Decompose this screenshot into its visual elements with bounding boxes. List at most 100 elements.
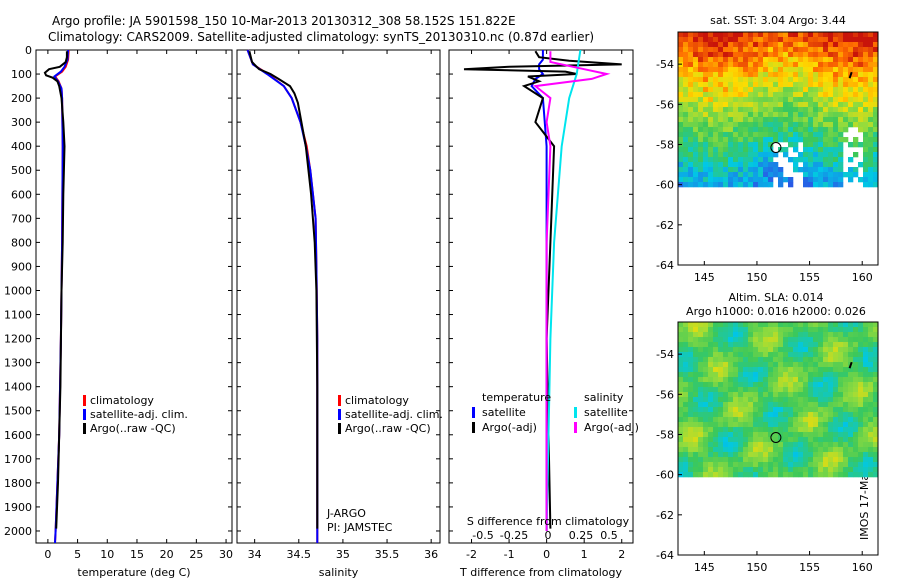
diff-legend-label: satellite [482,406,526,419]
temperature-legend-swatch [83,423,86,434]
x-tick-label-differences: -2 [466,548,477,561]
diff-legend-swatch [472,422,475,433]
diff-top-tick-label: -0.5 [472,529,493,542]
diff-legend-swatch [574,422,577,433]
plot-frame-temperature [35,49,233,544]
temperature-legend-label: climatology [90,394,154,407]
x-axis-label-temperature: temperature (deg C) [77,566,190,579]
x-tick-label-differences: 1 [581,548,588,561]
plot-frame-differences [448,49,634,544]
x-tick-label-salinity: 35.5 [375,548,400,561]
temperature-legend-label: satellite-adj. clim. [90,408,188,421]
argo-position-marker [770,431,782,443]
depth-tick-label: 1000 [4,284,32,297]
coast-fragment [848,361,853,369]
series-line-salinity-argo-adj- [532,51,611,531]
map-lon-tick-label: 160 [852,271,873,284]
depth-tick-label: 700 [11,212,32,225]
diff-top-axis-label: S difference from climatology [467,515,630,528]
x-axis-label-differences: T difference from climatology [459,566,622,579]
map-field-sla-map [678,322,879,478]
sla-map-subtitle: Argo h1000: 0.016 h2000: 0.026 [686,305,866,318]
map-lon-tick-label: 160 [852,561,873,574]
map-lat-tick-label: -64 [656,259,674,272]
map-lat-tick-label: -58 [656,428,674,441]
depth-tick-label: 100 [11,68,32,81]
sla-map-title: Altim. SLA: 0.014 [728,291,823,304]
map-lat-tick-label: -58 [656,138,674,151]
map-lon-tick-label: 145 [694,561,715,574]
x-tick-label-temperature: 0 [44,548,51,561]
map-lon-tick-label: 155 [799,561,820,574]
map-lat-tick-label: -64 [656,549,674,562]
depth-tick-label: 1400 [4,381,32,394]
diff-legend-header-salinity: salinity [584,391,624,404]
salinity-legend-label: satellite-adj. clim. [345,408,443,421]
map-lat-tick-label: -62 [656,509,674,522]
annotation-program: J-ARGO [326,507,366,520]
x-tick-label-salinity: 35 [336,548,350,561]
depth-tick-label: 900 [11,260,32,273]
map-lat-tick-label: -62 [656,219,674,232]
depth-tick-label: 800 [11,236,32,249]
temperature-legend-label: Argo(..raw -QC) [90,422,176,435]
diff-top-tick-label: 0 [545,529,552,542]
x-tick-label-temperature: 5 [74,548,81,561]
depth-tick-label: 1600 [4,429,32,442]
argo-position-marker [770,141,782,153]
map-frame-sst-map [677,31,879,266]
series-line-argo-raw-qc- [43,51,68,529]
map-field-sst-map [678,32,879,188]
diff-legend-swatch [472,407,475,418]
diff-legend-swatch [574,407,577,418]
depth-tick-label: 500 [11,164,32,177]
salinity-legend-swatch [338,423,341,434]
depth-tick-label: 400 [11,140,32,153]
map-lon-tick-label: 155 [799,271,820,284]
x-tick-label-salinity: 36 [424,548,438,561]
map-lat-tick-label: -54 [656,348,674,361]
depth-tick-label: 300 [11,116,32,129]
x-tick-label-temperature: 30 [219,548,233,561]
salinity-legend-label: climatology [345,394,409,407]
x-tick-label-temperature: 10 [100,548,114,561]
temperature-legend-swatch [83,409,86,420]
plot-frame-salinity [236,49,441,544]
depth-tick-label: 1200 [4,333,32,346]
x-tick-label-temperature: 15 [130,548,144,561]
map-lat-tick-label: -56 [656,388,674,401]
x-tick-label-differences: -1 [504,548,515,561]
x-tick-label-differences: 0 [543,548,550,561]
annotation-pi: PI: JAMSTEC [327,521,393,534]
x-tick-label-differences: 2 [618,548,625,561]
series-line-salinity-satellite [545,49,582,532]
map-lat-tick-label: -54 [656,58,674,71]
depth-tick-label: 200 [11,92,32,105]
series-line-temperature-argo-adj- [463,50,622,529]
depth-tick-label: 1900 [4,501,32,514]
diff-legend-label: Argo(-adj) [482,421,537,434]
diff-legend-header-temperature: temperature [482,391,551,404]
map-lon-tick-label: 150 [746,271,767,284]
x-tick-label-salinity: 34 [248,548,262,561]
map-frame-sla-map [677,321,879,556]
map-lat-tick-label: -60 [656,469,674,482]
salinity-legend-swatch [338,395,341,406]
salinity-legend-label: Argo(..raw -QC) [345,422,431,435]
coast-fragment [848,71,853,79]
depth-tick-label: 0 [25,44,32,57]
diff-legend-label: satellite [584,406,628,419]
series-line-argo-raw-qc- [248,50,319,529]
depth-tick-label: 2000 [4,525,32,538]
depth-tick-label: 1100 [4,309,32,322]
map-lon-tick-label: 150 [746,561,767,574]
map-lat-tick-label: -56 [656,98,674,111]
x-tick-label-temperature: 25 [189,548,203,561]
x-tick-label-salinity: 34.5 [287,548,312,561]
diff-top-tick-label: 0.5 [600,529,618,542]
header-line-2: Climatology: CARS2009. Satellite-adjuste… [48,30,595,44]
diff-top-tick-label: -0.25 [500,529,528,542]
sst-map-title: sat. SST: 3.04 Argo: 3.44 [710,14,846,27]
diff-top-tick-label: 0.25 [569,529,594,542]
